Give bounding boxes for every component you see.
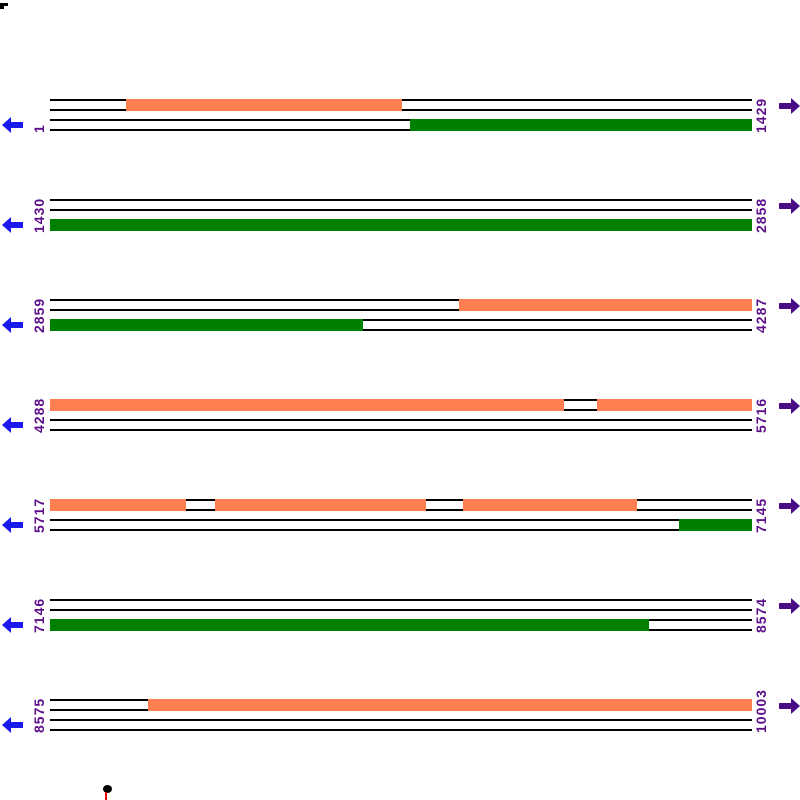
segment-start-coordinate: 2859 <box>31 297 47 333</box>
reverse-strand-arrow-icon <box>2 317 23 338</box>
segment-end-coordinate: 1429 <box>753 97 769 133</box>
reverse-strand-arrow-icon <box>2 617 23 638</box>
strand-track-line <box>50 419 752 421</box>
map-row: 4288 5716 <box>0 397 800 470</box>
strand-track-line <box>50 129 752 131</box>
map-row: 1 1429 <box>0 97 800 170</box>
strand-track-line <box>50 529 752 531</box>
map-row: 5717 7145 <box>0 497 800 570</box>
strand-track-line <box>50 519 752 521</box>
reverse-strand-arrow-icon <box>2 517 23 538</box>
forward-feature-bar <box>126 99 402 111</box>
forward-strand-arrow-icon <box>779 698 800 719</box>
map-row: 2859 4287 <box>0 297 800 370</box>
reverse-strand-arrow-icon <box>2 717 23 738</box>
segment-start-coordinate: 1 <box>31 124 47 133</box>
reverse-feature-bar <box>50 219 752 231</box>
strand-track-line <box>50 299 752 301</box>
reverse-feature-bar <box>679 519 752 531</box>
forward-strand-arrow-icon <box>779 298 800 319</box>
strand-track-line <box>50 719 752 721</box>
strand-track-line <box>50 599 752 601</box>
forward-feature-bar <box>459 299 752 311</box>
map-row: 7146 8574 <box>0 597 800 670</box>
forward-feature-bar <box>597 399 752 411</box>
segment-start-coordinate: 4288 <box>31 397 47 433</box>
strand-track-line <box>50 199 752 201</box>
reverse-strand-arrow-icon <box>2 117 23 138</box>
forward-strand-arrow-icon <box>779 98 800 119</box>
segment-end-coordinate: 10003 <box>753 689 769 733</box>
forward-strand-arrow-icon <box>779 398 800 419</box>
segment-start-coordinate: 5717 <box>31 497 47 533</box>
segment-end-coordinate: 5716 <box>753 397 769 433</box>
forward-strand-arrow-icon <box>779 498 800 519</box>
reverse-feature-bar <box>50 319 363 331</box>
segment-start-coordinate: 8575 <box>31 697 47 733</box>
strand-track-line <box>50 319 752 321</box>
strand-track-line <box>50 429 752 431</box>
forward-feature-bar <box>463 499 637 511</box>
map-row: 1430 2858 <box>0 197 800 270</box>
reverse-strand-arrow-icon <box>2 217 23 238</box>
map-row: 8575 10003 <box>0 689 800 770</box>
strand-track-line <box>50 329 752 331</box>
forward-feature-bar <box>50 499 186 511</box>
strand-track-line <box>50 309 752 311</box>
segment-end-coordinate: 4287 <box>753 297 769 333</box>
strand-track-line <box>50 609 752 611</box>
strand-track-line <box>50 119 752 121</box>
strand-track-line <box>50 209 752 211</box>
site-marker-dot <box>103 785 112 793</box>
clipped-glyph-artifact <box>0 6 4 9</box>
segment-end-coordinate: 7145 <box>753 497 769 533</box>
segment-end-coordinate: 2858 <box>753 197 769 233</box>
segment-end-coordinate: 8574 <box>753 597 769 633</box>
segment-start-coordinate: 1430 <box>31 197 47 233</box>
strand-track-line <box>50 729 752 731</box>
forward-feature-bar <box>215 499 426 511</box>
segment-start-coordinate: 7146 <box>31 597 47 633</box>
reverse-strand-arrow-icon <box>2 417 23 438</box>
clipped-glyph-artifact <box>0 3 8 6</box>
reverse-feature-bar <box>50 619 649 631</box>
forward-strand-arrow-icon <box>779 598 800 619</box>
forward-feature-bar <box>148 699 752 711</box>
forward-strand-arrow-icon <box>779 198 800 219</box>
forward-feature-bar <box>50 399 564 411</box>
site-marker-stem <box>105 792 107 800</box>
reverse-feature-bar <box>410 119 752 131</box>
